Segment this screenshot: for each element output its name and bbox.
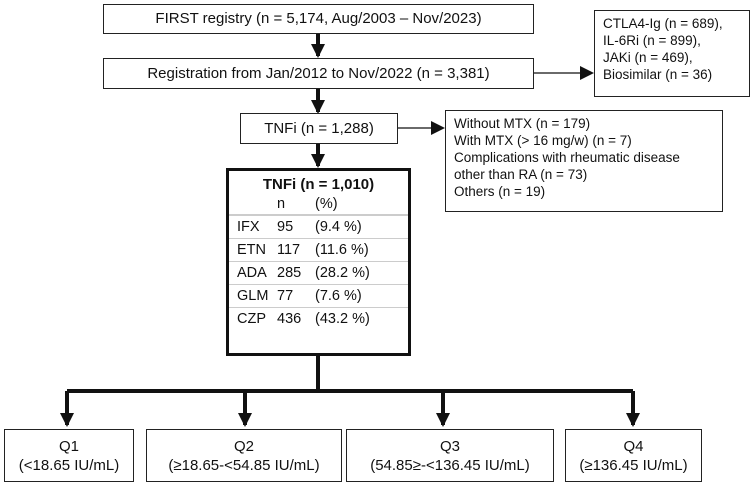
header-n: n (277, 196, 286, 212)
table-row: CZP 436 (43.2 %) (229, 307, 408, 330)
quartile-label: Q2 (233, 437, 254, 455)
registry-text: FIRST registry (n = 5,174, Aug/2003 – No… (155, 10, 482, 27)
quartile-range: (≥18.65-<54.85 IU/mL) (168, 456, 320, 474)
drug-n: 95 (277, 219, 294, 235)
final-cohort-box: TNFi (n = 1,010) n (%) IFX 95 (9.4 %) ET… (226, 168, 411, 356)
final-cohort-title: TNFi (n = 1,010) (262, 176, 375, 193)
table-row: IFX 95 (9.4 %) (229, 215, 408, 238)
quartile-range: (54.85≥-<136.45 IU/mL) (370, 456, 530, 474)
registration-box: Registration from Jan/2012 to Nov/2022 (… (103, 58, 534, 89)
registration-text: Registration from Jan/2012 to Nov/2022 (… (147, 64, 490, 82)
drug-pct: (9.4 %) (315, 219, 362, 235)
drug-pct: (11.6 %) (315, 242, 369, 258)
quartile-range: (≥136.45 IU/mL) (579, 456, 688, 474)
excluded-top-box: CTLA4-Ig (n = 689), IL-6Ri (n = 899), JA… (594, 10, 750, 97)
excluded-mid-line: Without MTX (n = 179) (454, 116, 591, 131)
quartile-range: (<18.65 IU/mL) (18, 456, 120, 474)
quartile-label: Q1 (58, 437, 79, 455)
table-row: GLM 77 (7.6 %) (229, 284, 408, 307)
header-pct: (%) (315, 196, 338, 212)
quartile-label: Q3 (439, 437, 460, 455)
drug-pct: (28.2 %) (315, 265, 370, 281)
drug-n: 436 (277, 311, 302, 327)
quartile-box-q1: Q1 (<18.65 IU/mL) (4, 429, 134, 482)
drug-pct: (7.6 %) (315, 288, 362, 304)
quartile-label: Q4 (623, 437, 644, 455)
final-table-header: n (%) (229, 194, 408, 215)
excluded-top-line: Biosimilar (n = 36) (603, 67, 713, 82)
drug-name: CZP (237, 311, 266, 327)
drug-n: 117 (277, 242, 301, 258)
tnfi-box: TNFi (n = 1,288) (240, 113, 398, 144)
excluded-mid-box: Without MTX (n = 179) With MTX (> 16 mg/… (445, 110, 723, 212)
tnfi-text: TNFi (n = 1,288) (264, 119, 374, 137)
table-row: ADA 285 (28.2 %) (229, 261, 408, 284)
drug-n: 77 (277, 288, 294, 304)
drug-n: 285 (277, 265, 302, 281)
registry-box: FIRST registry (n = 5,174, Aug/2003 – No… (103, 4, 534, 34)
quartile-box-q4: Q4 (≥136.45 IU/mL) (565, 429, 702, 482)
drug-name: GLM (237, 288, 269, 304)
excluded-top-line: JAKi (n = 469), (603, 50, 693, 65)
table-row: ETN 117 (11.6 %) (229, 238, 408, 261)
excluded-top-line: IL-6Ri (n = 899), (603, 33, 701, 48)
quartile-box-q3: Q3 (54.85≥-<136.45 IU/mL) (346, 429, 554, 482)
drug-name: IFX (237, 219, 260, 235)
excluded-mid-line: other than RA (n = 73) (454, 167, 588, 182)
drug-name: ADA (237, 265, 267, 281)
excluded-top-line: CTLA4-Ig (n = 689), (603, 16, 723, 31)
excluded-mid-line: With MTX (> 16 mg/w) (n = 7) (454, 133, 632, 148)
drug-pct: (43.2 %) (315, 311, 370, 327)
excluded-mid-line: Others (n = 19) (454, 184, 546, 199)
header-drug (229, 194, 277, 214)
drug-name: ETN (237, 242, 266, 258)
excluded-mid-line: Complications with rheumatic disease (454, 150, 680, 165)
quartile-box-q2: Q2 (≥18.65-<54.85 IU/mL) (146, 429, 342, 482)
